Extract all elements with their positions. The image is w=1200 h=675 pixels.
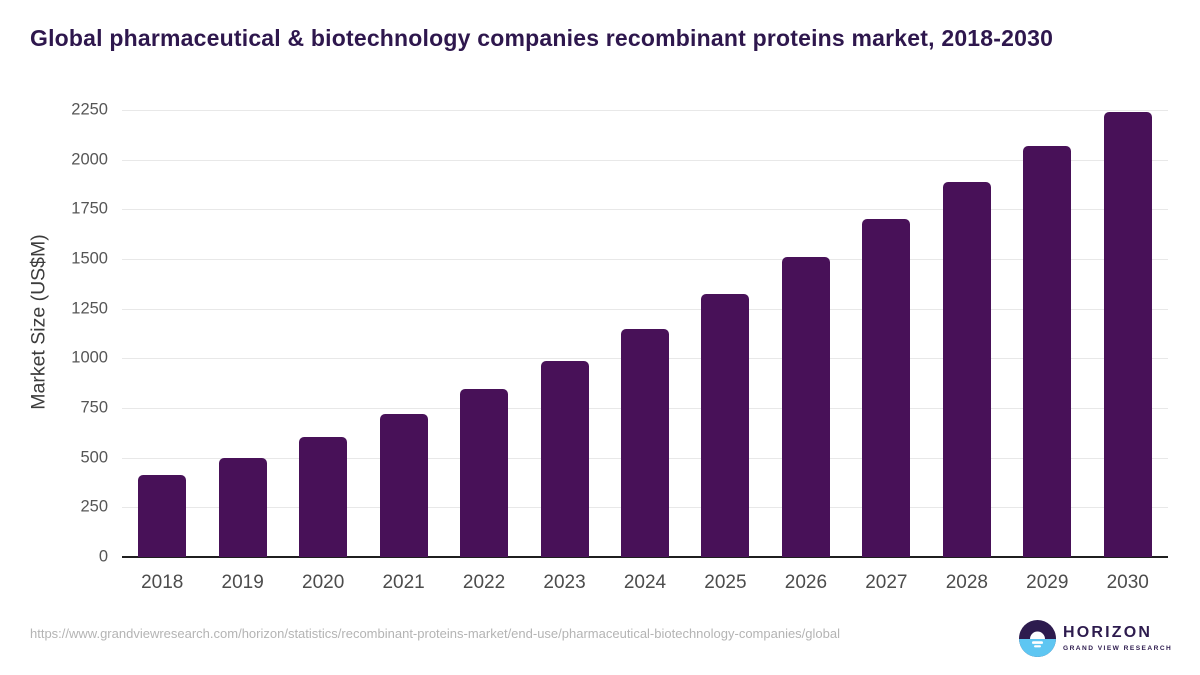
- bar-2022[interactable]: [460, 389, 509, 557]
- bar-2026[interactable]: [781, 257, 830, 557]
- horizon-logo-subtext: GRAND VIEW RESEARCH: [1063, 644, 1173, 652]
- y-tick-label-1250: 1250: [71, 299, 108, 318]
- gridline-2250: [122, 110, 1168, 111]
- bar-2028[interactable]: [942, 181, 991, 557]
- x-tick-label-2026: 2026: [784, 572, 828, 593]
- bar-2024[interactable]: [621, 328, 669, 557]
- x-axis-line: [122, 556, 1168, 558]
- x-tick-label-2023: 2023: [543, 572, 586, 593]
- x-tick-label-2020: 2020: [302, 572, 345, 593]
- horizon-logo: HORIZON GRAND VIEW RESEARCH: [1019, 620, 1172, 657]
- x-tick-label-2018: 2018: [141, 572, 184, 593]
- bar-2018[interactable]: [138, 474, 187, 557]
- y-tick-label-0: 0: [98, 547, 108, 566]
- x-tick-label-2030: 2030: [1106, 572, 1149, 593]
- y-tick-label-2000: 2000: [71, 150, 108, 169]
- bar-2021[interactable]: [379, 413, 428, 557]
- bar-2027[interactable]: [862, 219, 911, 557]
- chart-title: Global pharmaceutical & biotechnology co…: [30, 25, 1054, 51]
- bar-2019[interactable]: [218, 457, 267, 557]
- bar-2023[interactable]: [540, 361, 589, 557]
- gridline-2000: [122, 159, 1168, 161]
- x-tick-label-2025: 2025: [704, 572, 747, 593]
- bar-2029[interactable]: [1023, 145, 1072, 557]
- y-tick-label-500: 500: [80, 448, 108, 467]
- y-tick-label-1750: 1750: [71, 199, 108, 218]
- horizon-logo-name: HORIZON: [1063, 624, 1153, 642]
- gridline-1250: [122, 308, 1168, 310]
- y-tick-label-750: 750: [80, 398, 108, 417]
- x-tick-label-2028: 2028: [945, 572, 988, 593]
- x-tick-label-2029: 2029: [1026, 572, 1069, 593]
- y-tick-label-1000: 1000: [71, 348, 108, 367]
- x-tick-label-2019: 2019: [221, 572, 264, 593]
- horizon-logo-icon: [1019, 620, 1056, 657]
- y-tick-label-1500: 1500: [71, 249, 108, 268]
- x-tick-label-2022: 2022: [462, 572, 506, 593]
- source-url: https://www.grandviewresearch.com/horizo…: [30, 626, 840, 641]
- gridline-1500: [122, 259, 1168, 260]
- x-tick-label-2024: 2024: [623, 572, 667, 593]
- bar-2025[interactable]: [701, 293, 750, 557]
- bar-2020[interactable]: [299, 436, 348, 557]
- bar-2030[interactable]: [1103, 111, 1152, 557]
- horizon-logo-text: HORIZON GRAND VIEW RESEARCH: [1063, 625, 1172, 652]
- gridline-1750: [122, 209, 1168, 211]
- y-tick-label-2250: 2250: [71, 100, 108, 119]
- x-tick-label-2027: 2027: [865, 572, 908, 593]
- x-tick-label-2021: 2021: [382, 572, 425, 593]
- y-tick-label-250: 250: [80, 497, 108, 516]
